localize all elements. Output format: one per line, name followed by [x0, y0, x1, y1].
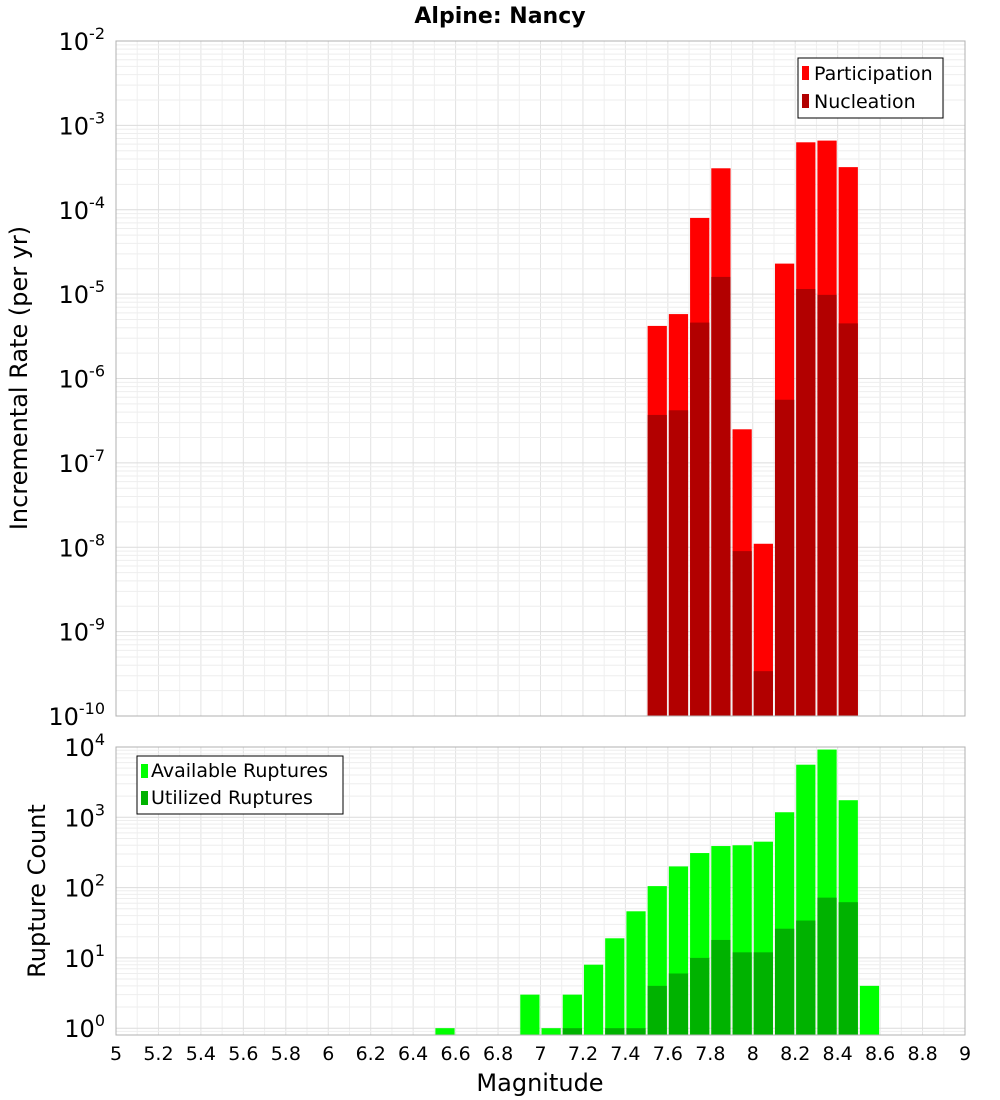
x-tick-label: 6.2 [356, 1043, 386, 1065]
legend-swatch-nucleation [802, 94, 809, 108]
rate-bar-nucleation [668, 410, 689, 716]
x-tick-labels: 5 5.2 5.4 5.6 5.8 6 6.2 6.4 6.6 6.8 7 7.2 7.4 7.6 7.8 8… [110, 1043, 971, 1065]
rate-y-tick-label: 10-6 [59, 362, 106, 394]
x-tick-label: 8.6 [865, 1043, 895, 1065]
x-tick-label: 7.6 [653, 1043, 683, 1065]
x-tick-label: 8.4 [823, 1043, 853, 1065]
count-y-tick-label: 101 [64, 941, 105, 973]
x-tick-label: 5 [110, 1043, 122, 1065]
count-bar-available-ruptures [626, 911, 646, 1035]
x-tick-label: 5.6 [228, 1043, 258, 1065]
rate-legend: Participation Nucleation [797, 57, 944, 119]
count-bar-utilized-ruptures [605, 1028, 625, 1035]
rate-bar-nucleation [796, 289, 816, 716]
x-tick-label: 6.4 [398, 1043, 428, 1065]
rate-bar-nucleation [690, 322, 710, 716]
count-bar-utilized-ruptures [626, 1028, 646, 1035]
x-tick-label: 8.8 [907, 1043, 937, 1065]
count-bar-available-ruptures [562, 994, 582, 1035]
count-bar-utilized-ruptures [562, 1028, 582, 1035]
rate-y-tick-label: 10-2 [59, 24, 106, 56]
x-tick-label: 7.8 [695, 1043, 725, 1065]
count-bar-utilized-ruptures [668, 973, 689, 1035]
x-tick-label: 9 [959, 1043, 971, 1065]
x-tick-label: 5.2 [143, 1043, 173, 1065]
x-tick-label: 6 [322, 1043, 334, 1065]
count-y-tick-label: 103 [64, 800, 105, 832]
count-bar-utilized-ruptures [796, 920, 816, 1035]
count-bars [435, 749, 880, 1035]
legend-swatch-available [141, 764, 148, 778]
count-bar-available-ruptures [605, 938, 625, 1035]
rate-y-tick-label: 10-8 [59, 530, 106, 562]
rate-y-tick-label: 10-7 [59, 446, 106, 478]
count-y-tick-label: 102 [64, 871, 105, 903]
count-bar-available-ruptures [520, 994, 540, 1035]
count-bar-utilized-ruptures [647, 985, 667, 1035]
x-axis-label: Magnitude [476, 1069, 603, 1097]
count-panel: 100 101 102 103 104 5 5.2 5.4 5.6 5.8 6 6.2 6.4 6.6 6… [23, 730, 971, 1097]
rate-y-tick-label: 10-10 [48, 699, 105, 731]
count-y-tick-labels: 100 101 102 103 104 [64, 730, 105, 1043]
rate-y-tick-labels: 10-10 10-9 10-8 10-7 10-6 10-5 10-4 10-3 10-2 [48, 24, 105, 731]
rate-legend-box [797, 57, 944, 119]
legend-label-utilized: Utilized Ruptures [151, 787, 313, 809]
chart-title: Alpine: Nancy [414, 4, 585, 29]
count-bar-utilized-ruptures [753, 952, 773, 1035]
count-y-axis-label: Rupture Count [23, 804, 51, 978]
legend-label-participation: Participation [814, 63, 933, 85]
legend-swatch-utilized [141, 791, 148, 805]
rate-y-tick-label: 10-5 [59, 277, 106, 309]
rate-bar-nucleation [711, 276, 731, 716]
legend-label-nucleation: Nucleation [814, 91, 916, 113]
rate-y-tick-label: 10-4 [59, 193, 106, 225]
x-tick-label: 5.4 [186, 1043, 216, 1065]
x-tick-label: 6.6 [440, 1043, 470, 1065]
x-tick-label: 6.8 [483, 1043, 513, 1065]
rate-plot-border [115, 40, 966, 717]
rate-panel: 10-10 10-9 10-8 10-7 10-6 10-5 10-4 10-3 10-2 In… [5, 24, 966, 731]
count-bar-available-ruptures [541, 1028, 561, 1035]
rate-bar-nucleation [838, 323, 858, 716]
x-tick-label: 7.4 [610, 1043, 640, 1065]
count-bar-available-ruptures [435, 1028, 455, 1035]
count-bar-utilized-ruptures [732, 952, 752, 1035]
count-y-tick-label: 104 [64, 730, 105, 762]
count-bar-utilized-ruptures [838, 902, 858, 1035]
x-tick-label: 8 [747, 1043, 759, 1065]
rate-y-tick-label: 10-3 [59, 108, 106, 140]
x-tick-label: 7 [534, 1043, 546, 1065]
rate-bar-nucleation [753, 671, 773, 716]
rate-bar-nucleation [732, 551, 752, 716]
count-bar-utilized-ruptures [817, 897, 837, 1035]
legend-swatch-participation [802, 66, 809, 80]
x-tick-label: 5.8 [271, 1043, 301, 1065]
rate-bar-nucleation [647, 414, 667, 716]
count-y-tick-label: 100 [64, 1011, 105, 1043]
count-bar-utilized-ruptures [711, 939, 731, 1035]
count-bar-utilized-ruptures [690, 957, 710, 1035]
rate-bar-nucleation [817, 294, 837, 716]
count-legend-box [136, 755, 344, 815]
x-tick-label: 7.2 [568, 1043, 598, 1065]
count-legend: Available Ruptures Utilized Ruptures [136, 755, 344, 815]
x-tick-label: 8.2 [780, 1043, 810, 1065]
rate-y-tick-label: 10-9 [59, 615, 106, 647]
count-bar-utilized-ruptures [774, 928, 795, 1035]
count-bar-available-ruptures [859, 985, 880, 1035]
rate-bar-nucleation [774, 399, 795, 716]
rate-bars [647, 140, 858, 717]
rate-y-axis-label: Incremental Rate (per yr) [5, 226, 33, 530]
rate-gridlines [115, 40, 966, 717]
legend-label-available: Available Ruptures [151, 760, 328, 782]
count-plot-border [115, 746, 966, 1036]
count-bar-available-ruptures [583, 964, 604, 1035]
